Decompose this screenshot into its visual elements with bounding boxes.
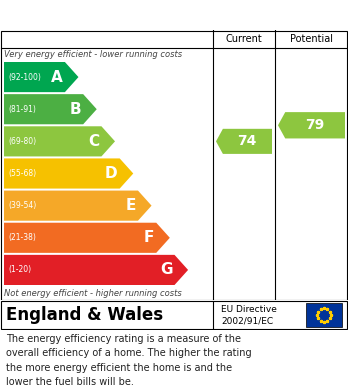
Polygon shape bbox=[4, 158, 133, 188]
Text: D: D bbox=[105, 166, 118, 181]
Polygon shape bbox=[4, 190, 151, 221]
Text: (55-68): (55-68) bbox=[8, 169, 36, 178]
Text: A: A bbox=[51, 70, 63, 84]
Text: F: F bbox=[144, 230, 154, 245]
Text: G: G bbox=[160, 262, 173, 278]
Polygon shape bbox=[216, 129, 272, 154]
Text: Potential: Potential bbox=[290, 34, 333, 44]
Text: B: B bbox=[70, 102, 81, 117]
Polygon shape bbox=[4, 94, 97, 124]
Text: 79: 79 bbox=[305, 118, 324, 132]
Text: Not energy efficient - higher running costs: Not energy efficient - higher running co… bbox=[4, 289, 182, 298]
Text: (39-54): (39-54) bbox=[8, 201, 36, 210]
Text: (81-91): (81-91) bbox=[8, 105, 36, 114]
Polygon shape bbox=[278, 112, 345, 138]
Text: Current: Current bbox=[226, 34, 262, 44]
Text: England & Wales: England & Wales bbox=[6, 306, 163, 324]
Text: The energy efficiency rating is a measure of the
overall efficiency of a home. T: The energy efficiency rating is a measur… bbox=[6, 334, 252, 387]
Text: C: C bbox=[88, 134, 100, 149]
Text: (1-20): (1-20) bbox=[8, 265, 31, 274]
Text: Energy Efficiency Rating: Energy Efficiency Rating bbox=[8, 7, 229, 23]
Text: Very energy efficient - lower running costs: Very energy efficient - lower running co… bbox=[4, 50, 182, 59]
Text: EU Directive
2002/91/EC: EU Directive 2002/91/EC bbox=[221, 305, 277, 325]
Polygon shape bbox=[4, 62, 78, 92]
Bar bbox=[306, 303, 342, 327]
Text: (92-100): (92-100) bbox=[8, 73, 41, 82]
Text: (21-38): (21-38) bbox=[8, 233, 36, 242]
Text: 74: 74 bbox=[237, 135, 256, 148]
Polygon shape bbox=[4, 126, 115, 156]
Polygon shape bbox=[4, 255, 188, 285]
Text: E: E bbox=[126, 198, 136, 213]
Polygon shape bbox=[4, 223, 170, 253]
Text: (69-80): (69-80) bbox=[8, 137, 36, 146]
